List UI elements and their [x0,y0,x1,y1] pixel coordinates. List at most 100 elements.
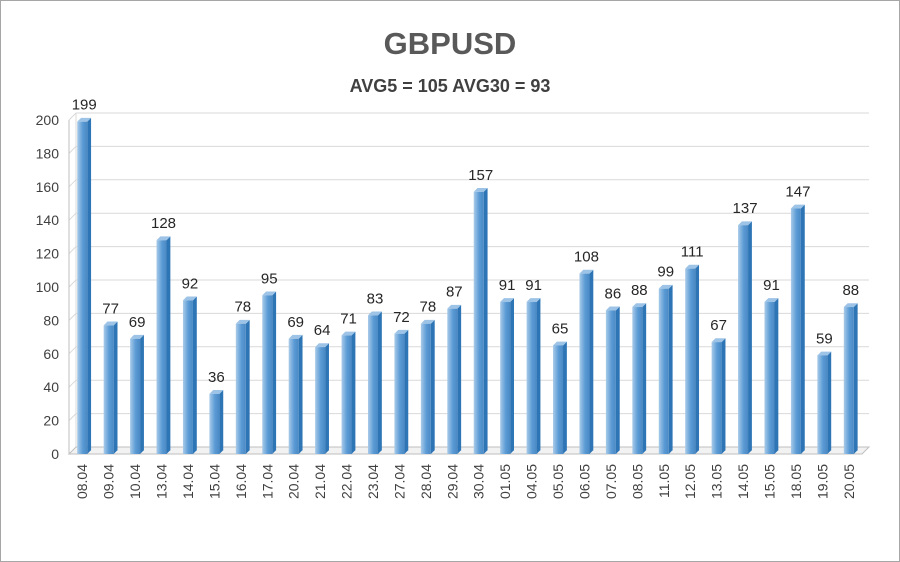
gridline-depth [68,246,77,254]
bar-front [711,342,722,454]
data-label: 91 [763,277,780,294]
bar-top [817,351,832,356]
y-tick-label: 0 [51,446,59,462]
bar [605,306,620,454]
bar-front [764,302,775,454]
bar-top [209,390,224,394]
data-label: 128 [151,215,176,232]
gridline-depth [68,146,77,154]
bar-front [843,307,854,454]
gridlines [68,112,869,421]
x-tick-label: 13.05 [709,464,725,499]
bar-side [695,264,700,454]
data-label: 36 [208,369,225,386]
x-tick-label: 18.05 [788,464,804,499]
bar-top [632,303,647,308]
bar-front [341,335,352,454]
data-label: 108 [574,249,599,266]
bar [817,351,832,454]
bar-top [341,331,356,336]
bar-side [87,117,92,454]
bar-side [325,343,329,454]
gridline-depth [68,212,77,221]
bar-front [473,191,484,454]
bar-side [404,329,409,454]
bar-side [668,284,673,454]
data-label: 137 [733,200,758,217]
data-label: 99 [657,264,674,281]
data-label: 147 [785,184,810,201]
data-label: 67 [710,317,727,334]
data-labels: 199 77 69 128 92 36 78 95 69 64 71 83 72 78 87 157 91 91 6… [72,97,859,386]
gridline-depth [68,179,77,188]
bar-top [711,338,726,343]
x-tick-label: 05.05 [550,464,566,499]
bar-front [420,323,431,454]
data-label: 77 [102,300,119,317]
bar-top [367,311,382,316]
bar [579,269,594,454]
bar [103,321,118,454]
bar-front [738,225,749,454]
bar-side [377,311,382,454]
y-tick-label: 120 [36,246,60,262]
x-tick-label: 15.04 [206,464,222,499]
bar-front [315,347,326,454]
y-tick-label: 140 [36,212,60,228]
bar-top [447,304,462,309]
chart-title: GBPUSD [383,26,517,61]
bar-side [589,269,594,454]
data-label: 78 [420,299,437,316]
bar-top [790,204,805,209]
bar-top [394,329,409,334]
bar-side [615,306,620,454]
y-tick-label: 80 [43,312,59,328]
bar-front [103,325,114,454]
bar [130,334,144,454]
bar-front [130,338,141,454]
x-tick-label: 16.04 [233,464,249,499]
data-label: 71 [340,310,357,327]
bar [553,341,567,454]
bar [394,329,409,454]
x-tick-label: 20.05 [841,464,857,499]
bar [500,298,514,454]
bar-top [738,221,752,226]
x-tick-label: 28.04 [418,464,434,499]
x-tick-label: 12.05 [682,464,698,499]
data-label: 199 [72,97,97,114]
bar-front [632,307,643,454]
bar-front [77,121,88,455]
x-tick-label: 29.04 [444,464,460,499]
bar-front [790,208,801,454]
x-tick-label: 14.04 [180,464,196,499]
bar-side [457,304,462,454]
x-tick-label: 27.04 [391,464,407,499]
bar [658,284,673,454]
data-label: 69 [287,314,304,331]
bar-side [721,338,726,454]
bar [288,334,303,454]
data-label: 111 [681,244,704,261]
data-label: 72 [393,309,410,326]
bar-side [853,303,858,454]
bar [685,264,700,454]
bar [77,117,92,455]
bar-top [685,264,700,269]
bar-front [500,302,511,454]
data-label: 91 [525,277,542,294]
bar-side [113,321,118,454]
bar-top [130,334,144,339]
bar-side [430,319,435,454]
bar-top [500,298,514,303]
bar-top [553,341,567,346]
bar-front [367,315,378,454]
bar-front [447,308,458,454]
bar-front [394,333,405,454]
bar-front [262,295,273,454]
x-tick-label: 21.04 [312,464,328,499]
bar-side [563,341,567,454]
bar-top [843,303,858,308]
bar-side [483,187,488,454]
